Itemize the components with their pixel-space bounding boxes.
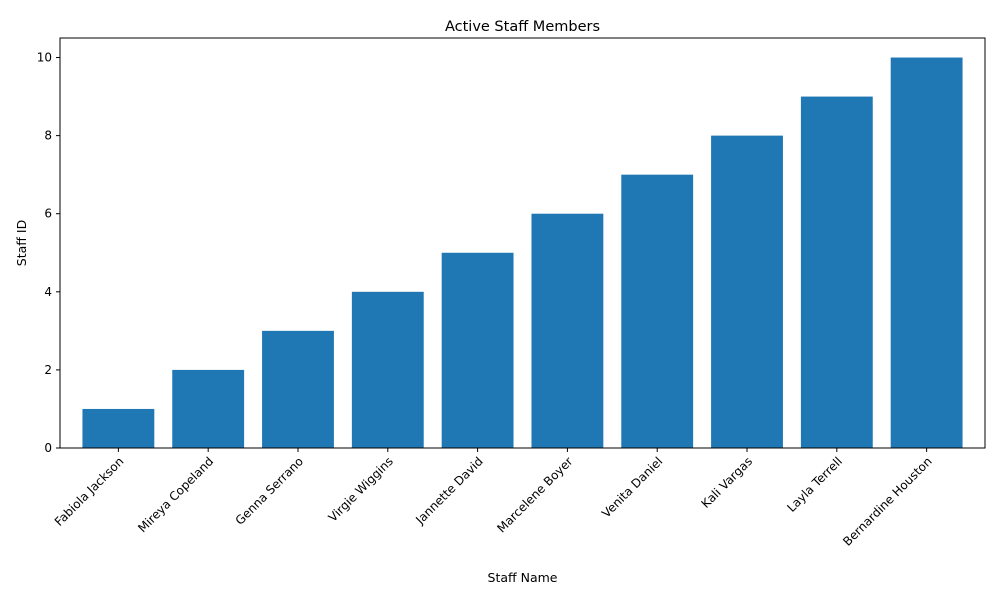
y-axis-label: Staff ID bbox=[14, 220, 29, 266]
bar-5 bbox=[441, 252, 514, 448]
y-tick-label: 4 bbox=[44, 285, 52, 299]
bar-2 bbox=[172, 369, 245, 448]
y-ticks-layer: 0 2 4 6 8 10 bbox=[37, 51, 60, 455]
y-tick-label: 0 bbox=[44, 441, 52, 455]
bar-8 bbox=[711, 135, 783, 448]
chart-title: Active Staff Members bbox=[445, 19, 600, 35]
bar-3 bbox=[262, 330, 334, 448]
bar-7 bbox=[621, 174, 694, 448]
bar-4 bbox=[351, 291, 424, 448]
y-tick-label: 6 bbox=[44, 207, 52, 221]
bar-1 bbox=[82, 408, 155, 448]
bar-6 bbox=[531, 213, 604, 448]
y-tick-label: 2 bbox=[44, 363, 52, 377]
plot-frame bbox=[59, 37, 986, 449]
x-axis-label: Staff Name bbox=[488, 570, 558, 585]
bar-10 bbox=[890, 57, 963, 449]
bar-9 bbox=[800, 96, 873, 449]
y-tick-label: 8 bbox=[44, 129, 52, 143]
y-tick-label: 10 bbox=[37, 51, 52, 65]
bars-layer bbox=[82, 57, 963, 449]
